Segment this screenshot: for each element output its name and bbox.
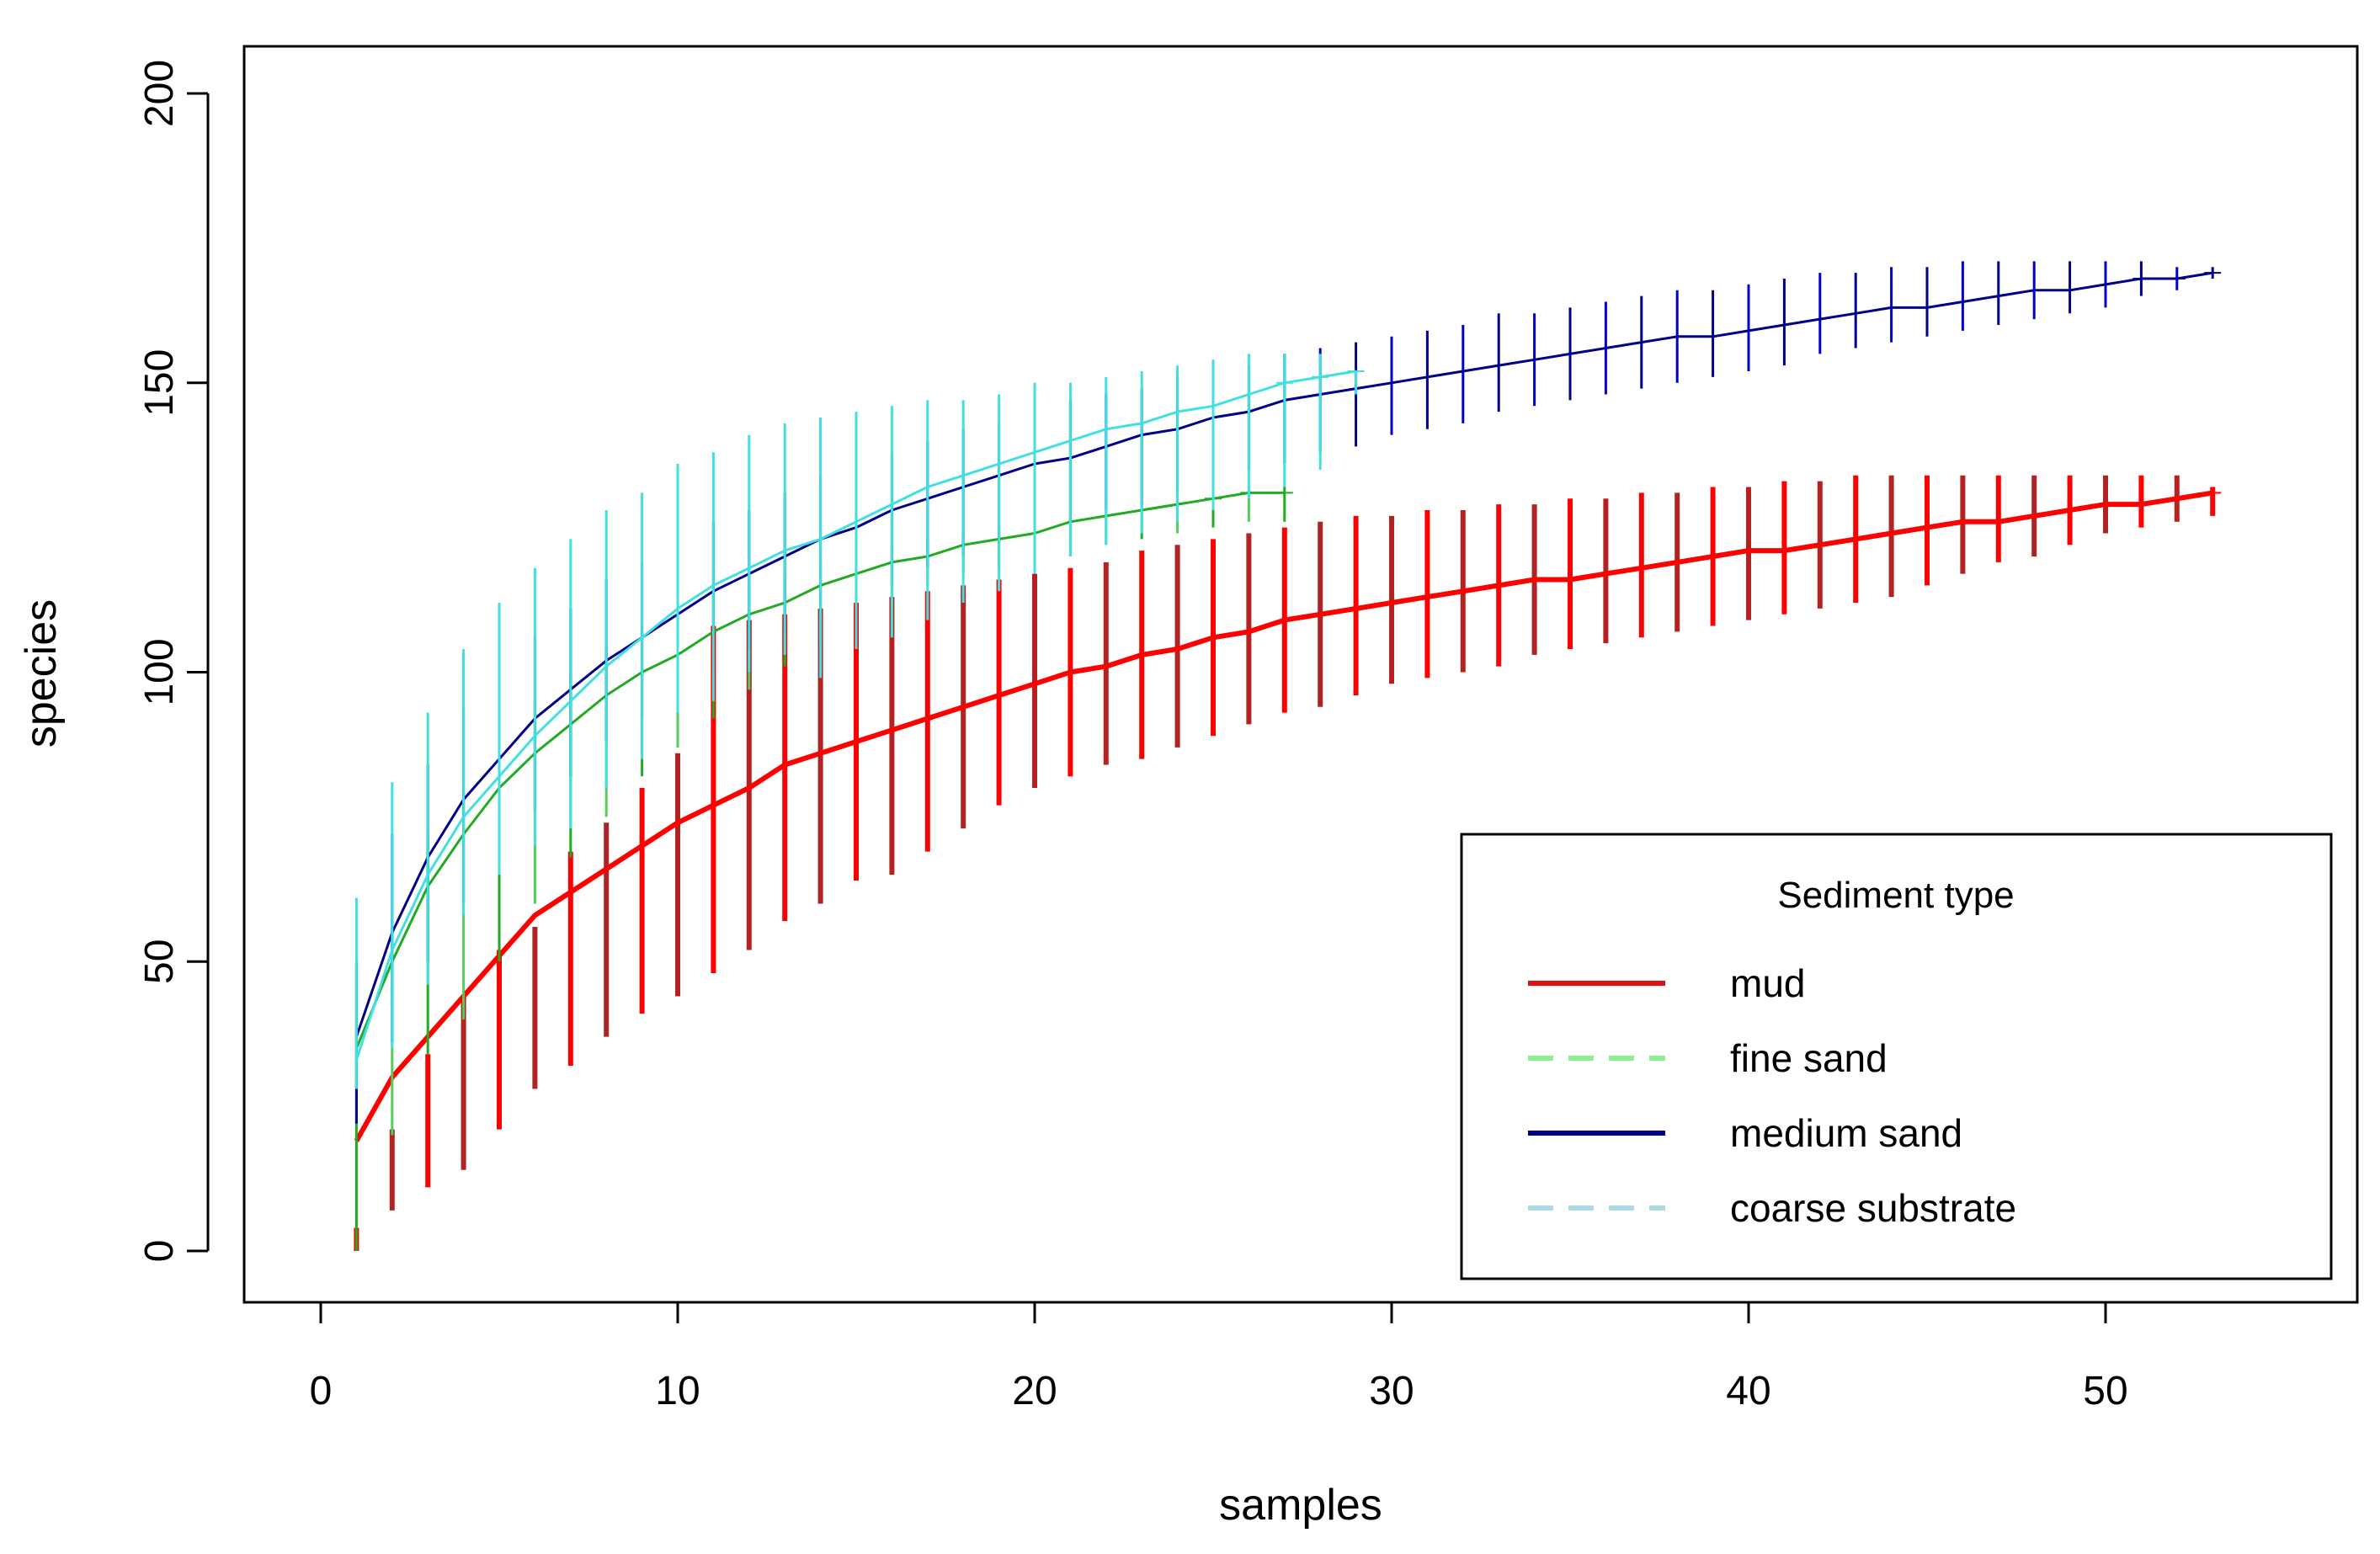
- x-tick-label: 20: [1012, 1369, 1057, 1413]
- y-tick-label: 100: [137, 638, 182, 705]
- legend-title: Sediment type: [1777, 875, 2014, 916]
- y-axis-title: species: [17, 599, 66, 748]
- legend-label-coarse-substrate: coarse substrate: [1730, 1186, 2016, 1230]
- x-tick-label: 10: [655, 1369, 700, 1413]
- legend-box: [1460, 833, 2333, 1280]
- series-layer: [354, 261, 2222, 1251]
- y-tick-label: 0: [137, 1240, 182, 1263]
- legend-label-medium-sand: medium sand: [1730, 1111, 1962, 1155]
- coarse-substrate-line: [354, 370, 1356, 1061]
- legend-label-mud: mud: [1730, 961, 1805, 1005]
- x-tick-label: 50: [2083, 1369, 2127, 1413]
- legend-label-fine-sand: fine sand: [1730, 1036, 1887, 1080]
- y-tick-label: 50: [137, 939, 182, 984]
- y-axis: 0 50 100 150 200: [137, 60, 210, 1263]
- y-tick-label: 150: [137, 349, 182, 417]
- mud-line: [354, 490, 2213, 1142]
- series-coarse-substrate: [354, 354, 1365, 1089]
- x-tick-label: 30: [1369, 1369, 1414, 1413]
- x-tick-label: 40: [1726, 1369, 1770, 1413]
- x-tick-label: 0: [310, 1369, 333, 1413]
- y-tick-label: 200: [137, 60, 182, 127]
- x-axis-title: samples: [1219, 1481, 1382, 1530]
- x-axis: 0 10 20 30 40 50: [310, 1301, 2128, 1413]
- legend: Sediment type mud fine sand medium sand coa…: [1460, 833, 2333, 1280]
